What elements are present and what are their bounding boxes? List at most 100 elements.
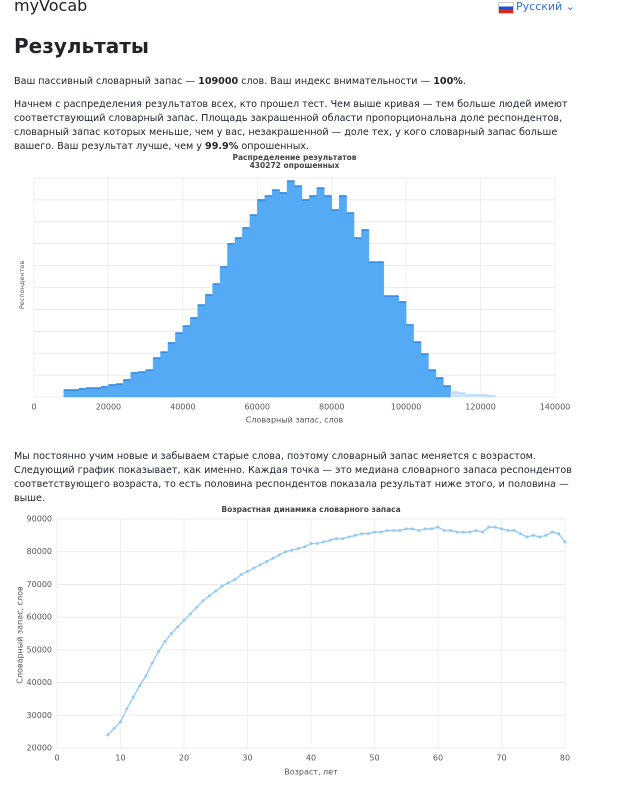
bar	[160, 351, 169, 398]
text: слов. Ваш индекс внимательности —	[238, 76, 434, 87]
bar	[435, 377, 444, 398]
point	[119, 720, 122, 724]
bar	[85, 387, 94, 398]
x-tick-label: 50	[369, 754, 379, 763]
bar	[175, 332, 184, 398]
language[interactable]: Русский	[516, 0, 563, 13]
point	[411, 527, 415, 531]
x-tick-label: 80	[560, 754, 570, 763]
point	[493, 525, 497, 529]
bar	[234, 237, 243, 398]
point	[487, 525, 491, 529]
point	[442, 528, 446, 532]
x-axis-label: Возраст, лет	[284, 768, 338, 777]
point	[214, 589, 218, 593]
bar	[182, 325, 191, 398]
point	[207, 594, 211, 598]
point	[550, 530, 554, 534]
point	[544, 533, 548, 537]
bar	[338, 195, 347, 398]
paragraph: Ваш пассивный словарный запас — 109000 с…	[14, 75, 574, 89]
point	[449, 528, 453, 532]
paragraph: Начнем с распределения результатов всех,…	[14, 98, 574, 154]
y-tick-label: 40000	[27, 678, 52, 687]
point	[436, 525, 440, 529]
language-select[interactable]: Русский ⌄	[516, 0, 575, 13]
point	[303, 545, 307, 549]
point	[373, 530, 376, 534]
bar	[264, 195, 273, 398]
x-tick-label: 70	[496, 754, 506, 763]
chart-subtitle: 430272 опрошенных	[250, 161, 340, 170]
point	[226, 581, 230, 585]
point	[239, 573, 243, 577]
bar	[257, 199, 265, 398]
point	[480, 530, 484, 534]
flag	[498, 2, 514, 14]
bar	[271, 189, 280, 398]
x-tick-label: 120000	[465, 403, 496, 412]
point	[233, 578, 237, 582]
percentile: 99.9%	[205, 141, 239, 152]
chart-title: Распределение результатов	[232, 153, 356, 162]
x-tick-label: 80000	[319, 403, 344, 412]
bar	[279, 192, 288, 398]
point	[106, 733, 110, 737]
point	[557, 532, 561, 536]
point	[277, 553, 281, 557]
x-tick-label: 40000	[170, 403, 195, 412]
point	[423, 527, 427, 531]
bar	[331, 209, 340, 398]
point	[252, 566, 256, 570]
bar	[197, 304, 206, 398]
bar	[316, 187, 325, 398]
x-tick-label: 0	[54, 754, 59, 763]
point	[563, 540, 567, 544]
text: Начнем с распределения результатов всех,…	[14, 99, 568, 152]
bar	[286, 180, 295, 398]
point	[341, 537, 345, 541]
bar	[383, 295, 392, 398]
point	[525, 535, 529, 539]
point	[417, 528, 421, 532]
point	[271, 556, 275, 560]
point	[322, 540, 326, 544]
point	[296, 546, 300, 550]
y-tick-label: 20000	[27, 744, 52, 753]
point	[188, 612, 192, 616]
point	[284, 550, 288, 554]
bar	[108, 384, 117, 398]
bar	[137, 371, 146, 398]
bar	[450, 391, 459, 398]
point	[455, 530, 459, 534]
y-axis-label: Респондентов	[18, 261, 26, 309]
bar	[78, 388, 87, 398]
point	[506, 528, 510, 532]
bar	[346, 212, 355, 398]
y-tick-label: 80000	[27, 547, 52, 556]
bar	[443, 385, 452, 398]
y-tick-label: 90000	[27, 515, 52, 524]
point	[131, 695, 135, 699]
point	[461, 530, 465, 534]
bar	[428, 369, 437, 398]
logo[interactable]: myVocab	[14, 0, 88, 15]
bar	[123, 379, 132, 398]
point	[290, 548, 294, 552]
point	[150, 661, 154, 665]
point	[144, 674, 148, 678]
y-tick-label: 70000	[27, 580, 52, 589]
point	[398, 528, 402, 532]
y-tick-label: 50000	[27, 645, 52, 654]
bar	[353, 237, 362, 398]
y-axis-label: Словарный запас, слов	[16, 586, 25, 684]
point	[328, 538, 332, 542]
x-tick-label: 140000	[540, 403, 571, 412]
bar	[227, 243, 236, 398]
bar	[190, 317, 198, 398]
x-tick-label: 60	[433, 754, 443, 763]
bar	[405, 324, 414, 398]
point	[379, 530, 383, 534]
point	[246, 569, 249, 573]
